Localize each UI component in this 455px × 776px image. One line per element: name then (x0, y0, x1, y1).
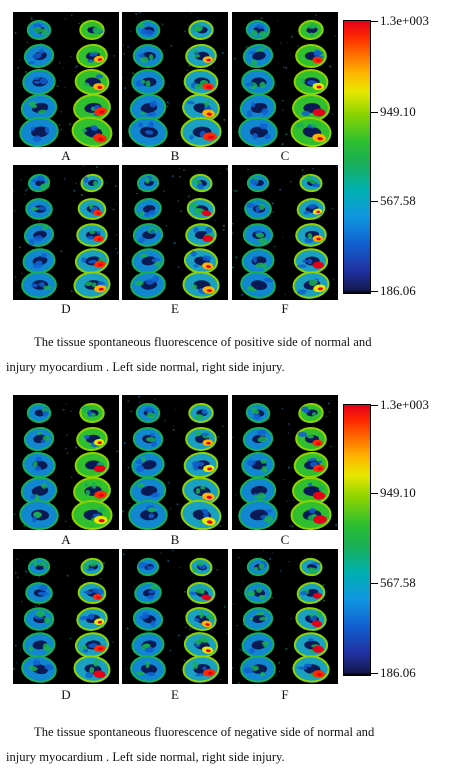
panel-label-e: E (171, 687, 179, 702)
colorbar-label-mid: 567.58 (380, 193, 416, 208)
colorbar-label-min: 186.06 (380, 665, 416, 680)
colorbar (343, 20, 371, 294)
fluorescence-panel-e (122, 549, 228, 684)
tissue-slices-image (127, 167, 228, 299)
fluorescence-panel-d (13, 549, 119, 684)
colorbar (343, 404, 371, 676)
caption-line-1: The tissue spontaneous fluorescence of p… (34, 335, 372, 349)
colorbar-label-mid: 567.58 (380, 575, 416, 590)
fluorescence-panel-a (13, 395, 119, 530)
colorbar-label-min: 186.06 (380, 283, 416, 298)
panel-label-f: F (281, 301, 289, 316)
panel-label-c: C (280, 148, 290, 163)
figure-caption: The tissue spontaneous fluorescence of n… (6, 720, 446, 770)
fluorescence-panel-b (122, 12, 228, 147)
panel-label-b: B (170, 532, 180, 547)
fluorescence-panel-c (232, 395, 338, 530)
fluorescence-panel-b (122, 395, 228, 530)
panel-label-a: A (61, 148, 71, 163)
colorbar-label-max: 1.3e+003 (380, 13, 429, 28)
tissue-slices-image (122, 395, 224, 530)
panel-label-d: D (61, 687, 71, 702)
panel-label-b: B (170, 148, 180, 163)
tissue-slices-image (122, 549, 227, 683)
fluorescence-panel-d (13, 165, 119, 300)
tissue-slices-image (233, 14, 336, 147)
tissue-slices-image (232, 549, 330, 684)
caption-line-2: injury myocardium . Left side normal, ri… (6, 750, 285, 764)
tissue-slices-image (13, 557, 114, 683)
fluorescence-panel-f (232, 549, 338, 684)
panel-label-f: F (281, 687, 289, 702)
fluorescence-panel-c (232, 12, 338, 147)
tissue-slices-image (13, 395, 119, 530)
fluorescence-panel-a (13, 12, 119, 147)
panel-label-d: D (61, 301, 71, 316)
figure-caption: The tissue spontaneous fluorescence of p… (6, 330, 446, 380)
caption-line-1: The tissue spontaneous fluorescence of n… (34, 725, 375, 739)
fluorescence-panel-e (122, 165, 228, 300)
panel-label-a: A (61, 532, 71, 547)
panel-label-e: E (171, 301, 179, 316)
tissue-slices-image (122, 12, 226, 147)
tissue-slices-image (232, 401, 338, 530)
tissue-slices-image (232, 165, 338, 299)
caption-line-2: injury myocardium . Left side normal, ri… (6, 360, 285, 374)
fluorescence-panel-f (232, 165, 338, 300)
figure-negative-side: A B C D E F 1.3e+003 949.10 567.58 186.0… (0, 386, 455, 776)
colorbar-label-high: 949.10 (380, 104, 416, 119)
colorbar-label-high: 949.10 (380, 485, 416, 500)
figure-positive-side: A B C D E F 1.3e+003 949.10 567.58 186.0… (0, 0, 455, 382)
tissue-slices-image (14, 14, 116, 147)
panel-label-c: C (280, 532, 290, 547)
colorbar-label-max: 1.3e+003 (380, 397, 429, 412)
tissue-slices-image (13, 165, 119, 299)
